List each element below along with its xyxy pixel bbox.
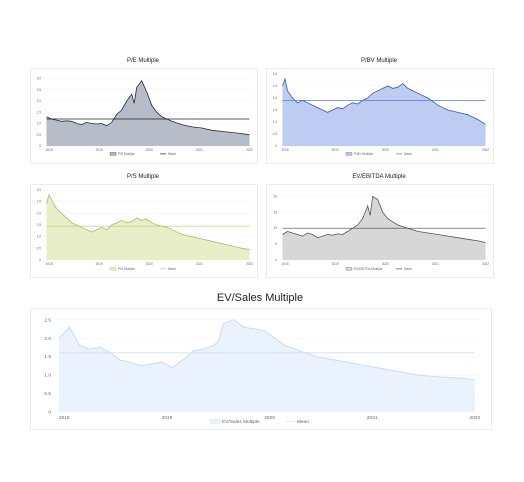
chart-panel-evebitda: EV/EBITDA Multiple 0 5 10 15 20 2018 2019 2020 2… bbox=[266, 172, 494, 278]
y-tick-label: 0.5 bbox=[37, 246, 42, 250]
legend-swatch bbox=[345, 152, 353, 156]
chart-svg: 0 5 10 15 20 2018 2019 2020 2021 2022 EV/EBITDA Mu… bbox=[273, 194, 489, 271]
x-tick-label: 2022 bbox=[470, 415, 481, 421]
series-line bbox=[282, 195, 486, 243]
chart-svg: 0 0.5 1.0 1.5 2.0 2.5 3.0 2018 2019 2020 2021 2022 P… bbox=[37, 188, 254, 271]
x-tick-label: 2020 bbox=[146, 262, 153, 266]
legend-label: Mean bbox=[168, 267, 176, 271]
x-tick-label: 2022 bbox=[482, 262, 489, 266]
y-tick-label: 1.0 bbox=[44, 373, 51, 379]
x-tick-label: 2022 bbox=[246, 262, 253, 266]
y-tick-label: 10 bbox=[273, 226, 277, 230]
y-tick-label: 2.0 bbox=[37, 211, 42, 215]
x-tick-label: 2018 bbox=[45, 262, 52, 266]
y-tick-label: 0.5 bbox=[37, 133, 42, 137]
y-tick-label: 5 bbox=[275, 242, 277, 246]
x-tick-label: 2019 bbox=[96, 262, 103, 266]
x-tick-label: 2020 bbox=[382, 148, 389, 152]
legend-label: Mean bbox=[404, 152, 412, 156]
y-tick-label: 1.5 bbox=[44, 354, 51, 360]
legend-swatch bbox=[109, 152, 117, 156]
x-tick-label: 2022 bbox=[246, 148, 253, 152]
x-tick-label: 2019 bbox=[162, 415, 173, 421]
x-tick-label: 2019 bbox=[332, 148, 339, 152]
legend-label: EV/EBITDA Multiple bbox=[354, 267, 383, 271]
y-tick-label: 1.5 bbox=[37, 110, 42, 114]
chart-svg: 0 0.5 1.0 1.5 2.0 2.5 3.0 2018 2019 2020 2021 2022 P… bbox=[273, 72, 490, 156]
chart-panel-ps: P/S Multiple 0 0.5 1.0 1.5 2.0 2.5 3.0 2018 2019… bbox=[30, 172, 258, 278]
x-tick-label: 2021 bbox=[367, 415, 378, 421]
legend-label: Mean bbox=[168, 152, 176, 156]
y-tick-label: 15 bbox=[273, 210, 277, 214]
legend-swatch bbox=[345, 267, 353, 271]
y-tick-label: 1.0 bbox=[37, 122, 42, 126]
y-tick-label: 3.0 bbox=[273, 72, 278, 76]
chart-panel-pe: P/E Multiple 0 0.5 1.0 1.5 2.0 2.5 3.0 2018 2019… bbox=[30, 56, 258, 164]
series-area bbox=[46, 194, 250, 260]
y-tick-label: 2.0 bbox=[44, 336, 51, 342]
legend-label: Mean bbox=[297, 419, 309, 425]
legend-swatch bbox=[109, 267, 117, 271]
y-tick-label: 0 bbox=[39, 258, 41, 262]
chart-svg: 0 0.5 1.0 1.5 2.0 2.5 3.0 2018 2019 2020 2021 2022 P… bbox=[37, 77, 254, 156]
y-tick-label: 2.5 bbox=[44, 317, 51, 323]
x-tick-label: 2018 bbox=[45, 148, 52, 152]
legend-label: P/BV Multiple bbox=[354, 152, 373, 156]
x-tick-label: 2021 bbox=[196, 262, 203, 266]
x-tick-label: 2021 bbox=[432, 148, 439, 152]
legend-label: EV/Sales Multiple bbox=[222, 419, 260, 425]
chart-panel-evsales: EV/Sales Multiple 0 0.5 1.0 1.5 2.0 2.5 2018 20… bbox=[30, 292, 492, 430]
y-tick-label: 1.5 bbox=[37, 223, 42, 227]
y-tick-label: 3.0 bbox=[37, 77, 42, 81]
y-tick-label: 0 bbox=[275, 144, 277, 148]
x-tick-label: 2018 bbox=[281, 262, 288, 266]
y-tick-label: 20 bbox=[273, 194, 277, 198]
series-line bbox=[46, 193, 250, 250]
x-tick-label: 2020 bbox=[382, 262, 389, 266]
x-tick-label: 2018 bbox=[59, 415, 70, 421]
y-tick-label: 2.5 bbox=[273, 84, 278, 88]
chart-title: P/S Multiple bbox=[126, 174, 159, 180]
y-tick-label: 1.0 bbox=[273, 120, 278, 124]
series-area bbox=[46, 80, 250, 146]
x-tick-label: 2021 bbox=[196, 148, 203, 152]
legend-swatch bbox=[209, 419, 221, 424]
legend-label: P/S Multiple bbox=[118, 267, 135, 271]
x-tick-label: 2020 bbox=[146, 148, 153, 152]
y-tick-label: 2.0 bbox=[273, 96, 278, 100]
x-tick-label: 2018 bbox=[281, 148, 288, 152]
chart-title: P/E Multiple bbox=[126, 58, 159, 64]
y-tick-label: 0.5 bbox=[273, 132, 278, 136]
y-tick-label: 0.5 bbox=[44, 391, 51, 397]
y-tick-label: 2.5 bbox=[37, 88, 42, 92]
x-tick-label: 2020 bbox=[264, 415, 275, 421]
x-tick-label: 2019 bbox=[96, 148, 103, 152]
chart-title: EV/Sales Multiple bbox=[216, 292, 304, 304]
x-tick-label: 2022 bbox=[482, 148, 489, 152]
series-line bbox=[58, 319, 475, 380]
series-area bbox=[59, 319, 475, 412]
chart-title: P/BV Multiple bbox=[360, 58, 397, 64]
x-tick-label: 2019 bbox=[332, 262, 339, 266]
chart-svg: 0 0.5 1.0 1.5 2.0 2.5 2018 2019 2020 2021 2022 EV/S… bbox=[44, 317, 481, 425]
y-tick-label: 0 bbox=[48, 410, 51, 416]
y-tick-label: 2.0 bbox=[37, 99, 42, 103]
y-tick-label: 0 bbox=[275, 258, 277, 262]
y-tick-label: 1.0 bbox=[37, 235, 42, 239]
x-tick-label: 2021 bbox=[432, 262, 439, 266]
chart-panel-pbv: P/BV Multiple 0 0.5 1.0 1.5 2.0 2.5 3.0 2018 201… bbox=[266, 56, 494, 164]
y-tick-label: 3.0 bbox=[37, 188, 42, 192]
chart-title: EV/EBITDA Multiple bbox=[352, 174, 406, 180]
legend-label: P/E Multiple bbox=[118, 152, 135, 156]
series-area bbox=[282, 78, 486, 146]
y-tick-label: 1.5 bbox=[273, 108, 278, 112]
y-tick-label: 0 bbox=[39, 144, 41, 148]
y-tick-label: 2.5 bbox=[37, 200, 42, 204]
legend-label: Mean bbox=[404, 267, 412, 271]
series-line bbox=[46, 80, 250, 136]
